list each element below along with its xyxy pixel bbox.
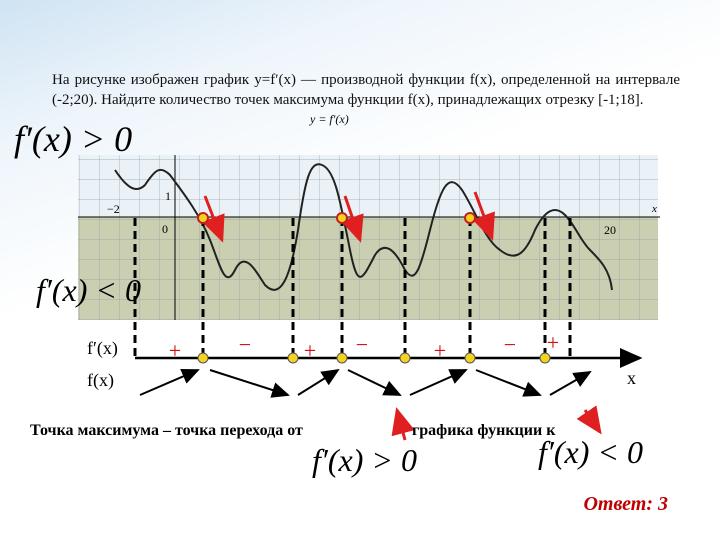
conclusion-formula: f′(x) < 0 (538, 434, 643, 470)
sign: − (239, 332, 251, 357)
function-label: f(x) (87, 370, 114, 391)
max-points (197, 212, 476, 224)
region-formula: f′(x) < 0 (36, 272, 141, 308)
derivative-label: f′(x) (87, 338, 118, 359)
sign: + (169, 338, 181, 363)
axis-label: x (627, 368, 636, 388)
monotonic-arrows (139, 368, 592, 398)
sign-points (197, 352, 551, 364)
tick-label: 0 (162, 222, 168, 236)
answer: Ответ: 3 (583, 493, 668, 515)
tick-label: −2 (107, 202, 120, 216)
sign: − (504, 332, 516, 357)
sign: − (356, 332, 368, 357)
tick-label: 1 (165, 189, 171, 203)
red-arrows (202, 191, 602, 441)
sign: + (547, 330, 559, 355)
sign: + (304, 338, 316, 363)
axis-label: x (651, 203, 657, 215)
signs: + − + − + − + (169, 330, 559, 363)
sign: + (434, 338, 446, 363)
conclusion-text: Точка максимума – точка перехода от (30, 422, 303, 439)
region-formula: f′(x) > 0 (14, 119, 133, 159)
curve-label: y = f′(x) (309, 112, 349, 126)
problem-text: На рисунке изображен график y=f′(x) — пр… (52, 72, 680, 108)
dashed-lines (133, 218, 572, 358)
conclusion-text: графика функции к (412, 422, 556, 439)
conclusion-formula: f′(x) > 0 (312, 442, 417, 478)
tick-label: 20 (604, 223, 616, 237)
